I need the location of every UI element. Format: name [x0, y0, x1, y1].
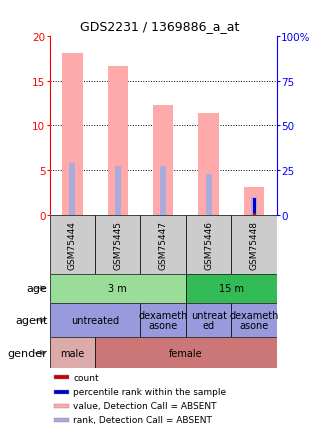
Bar — [153, 105, 173, 215]
Text: GSM75446: GSM75446 — [204, 220, 213, 269]
Bar — [69, 164, 75, 215]
Bar — [50, 338, 95, 368]
Text: age: age — [27, 283, 47, 293]
Bar — [54, 418, 69, 422]
Bar — [50, 274, 186, 303]
Bar — [252, 213, 256, 215]
Text: untreat
ed: untreat ed — [191, 310, 227, 331]
Bar — [140, 215, 186, 274]
Bar — [231, 215, 277, 274]
Text: GSM75447: GSM75447 — [159, 220, 168, 269]
Bar — [251, 197, 257, 215]
Text: GSM75444: GSM75444 — [68, 220, 77, 269]
Bar — [186, 274, 277, 303]
Bar — [108, 66, 128, 215]
Bar — [186, 215, 231, 274]
Bar — [62, 54, 83, 215]
Bar — [95, 338, 277, 368]
Bar — [231, 303, 277, 338]
Text: rank, Detection Call = ABSENT: rank, Detection Call = ABSENT — [74, 415, 212, 424]
Bar — [206, 174, 212, 215]
Bar — [50, 303, 140, 338]
Bar — [140, 303, 186, 338]
Bar — [54, 404, 69, 408]
Text: male: male — [60, 348, 84, 358]
Bar — [186, 303, 231, 338]
Text: GSM75448: GSM75448 — [250, 220, 259, 269]
Bar — [54, 375, 69, 379]
Text: untreated: untreated — [71, 316, 119, 326]
Text: percentile rank within the sample: percentile rank within the sample — [74, 387, 227, 396]
Bar — [198, 114, 219, 215]
Text: 3 m: 3 m — [108, 283, 127, 293]
Text: dexameth
asone: dexameth asone — [139, 310, 188, 331]
Text: dexameth
asone: dexameth asone — [229, 310, 279, 331]
Text: female: female — [169, 348, 203, 358]
Text: GDS2231 / 1369886_a_at: GDS2231 / 1369886_a_at — [80, 20, 240, 33]
Bar — [244, 188, 264, 215]
Text: value, Detection Call = ABSENT: value, Detection Call = ABSENT — [74, 401, 217, 410]
Text: GSM75445: GSM75445 — [113, 220, 122, 269]
Bar — [54, 390, 69, 394]
Bar — [160, 166, 166, 215]
Bar — [95, 215, 140, 274]
Text: gender: gender — [8, 348, 47, 358]
Text: 15 m: 15 m — [219, 283, 244, 293]
Bar — [50, 215, 95, 274]
Text: agent: agent — [15, 316, 47, 326]
Bar — [115, 166, 121, 215]
Text: count: count — [74, 373, 99, 382]
Bar — [252, 199, 256, 215]
